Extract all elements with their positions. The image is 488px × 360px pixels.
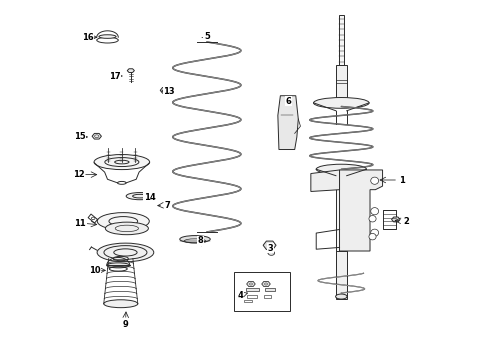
Text: 7: 7 [164,201,170,210]
Text: 2: 2 [402,217,408,226]
Ellipse shape [106,263,129,268]
Ellipse shape [368,233,375,240]
Polygon shape [277,96,298,149]
Ellipse shape [180,235,210,243]
Bar [383,210,395,229]
Ellipse shape [370,177,378,184]
Text: 9: 9 [122,320,128,329]
Polygon shape [160,87,169,93]
Text: 11: 11 [74,219,86,228]
Ellipse shape [99,35,116,39]
Text: 17: 17 [109,72,120,81]
Ellipse shape [113,256,128,261]
Text: 13: 13 [163,86,175,95]
Ellipse shape [103,300,138,308]
Text: 8: 8 [198,237,203,246]
Bar [264,288,274,291]
Polygon shape [261,282,270,287]
Polygon shape [339,170,382,251]
Ellipse shape [94,154,149,170]
Ellipse shape [370,229,378,236]
Bar [338,15,343,65]
Ellipse shape [313,98,368,108]
Bar [246,295,256,298]
Polygon shape [391,217,399,222]
Text: 5: 5 [203,32,209,41]
Ellipse shape [368,216,375,222]
Text: 10: 10 [89,266,100,275]
Bar [335,173,346,299]
Bar [245,288,259,291]
Bar [233,272,289,311]
Bar [263,295,271,298]
Ellipse shape [370,208,378,215]
Ellipse shape [126,193,153,200]
Ellipse shape [267,251,274,255]
Ellipse shape [105,222,148,235]
Text: 1: 1 [399,176,405,185]
Ellipse shape [97,243,153,262]
Bar [244,300,251,302]
Text: 15: 15 [74,132,85,141]
Bar [335,251,346,297]
Text: 12: 12 [73,170,84,179]
Polygon shape [246,282,255,287]
Ellipse shape [335,294,346,299]
Text: 16: 16 [81,33,93,42]
Text: 6: 6 [285,96,290,105]
Text: 14: 14 [143,193,155,202]
Bar [335,65,346,102]
Ellipse shape [316,164,366,174]
Polygon shape [92,134,101,139]
Text: 4: 4 [237,291,243,300]
Text: 3: 3 [267,244,273,253]
Polygon shape [310,170,339,192]
Ellipse shape [97,213,149,230]
Polygon shape [127,69,134,72]
Polygon shape [263,241,276,249]
